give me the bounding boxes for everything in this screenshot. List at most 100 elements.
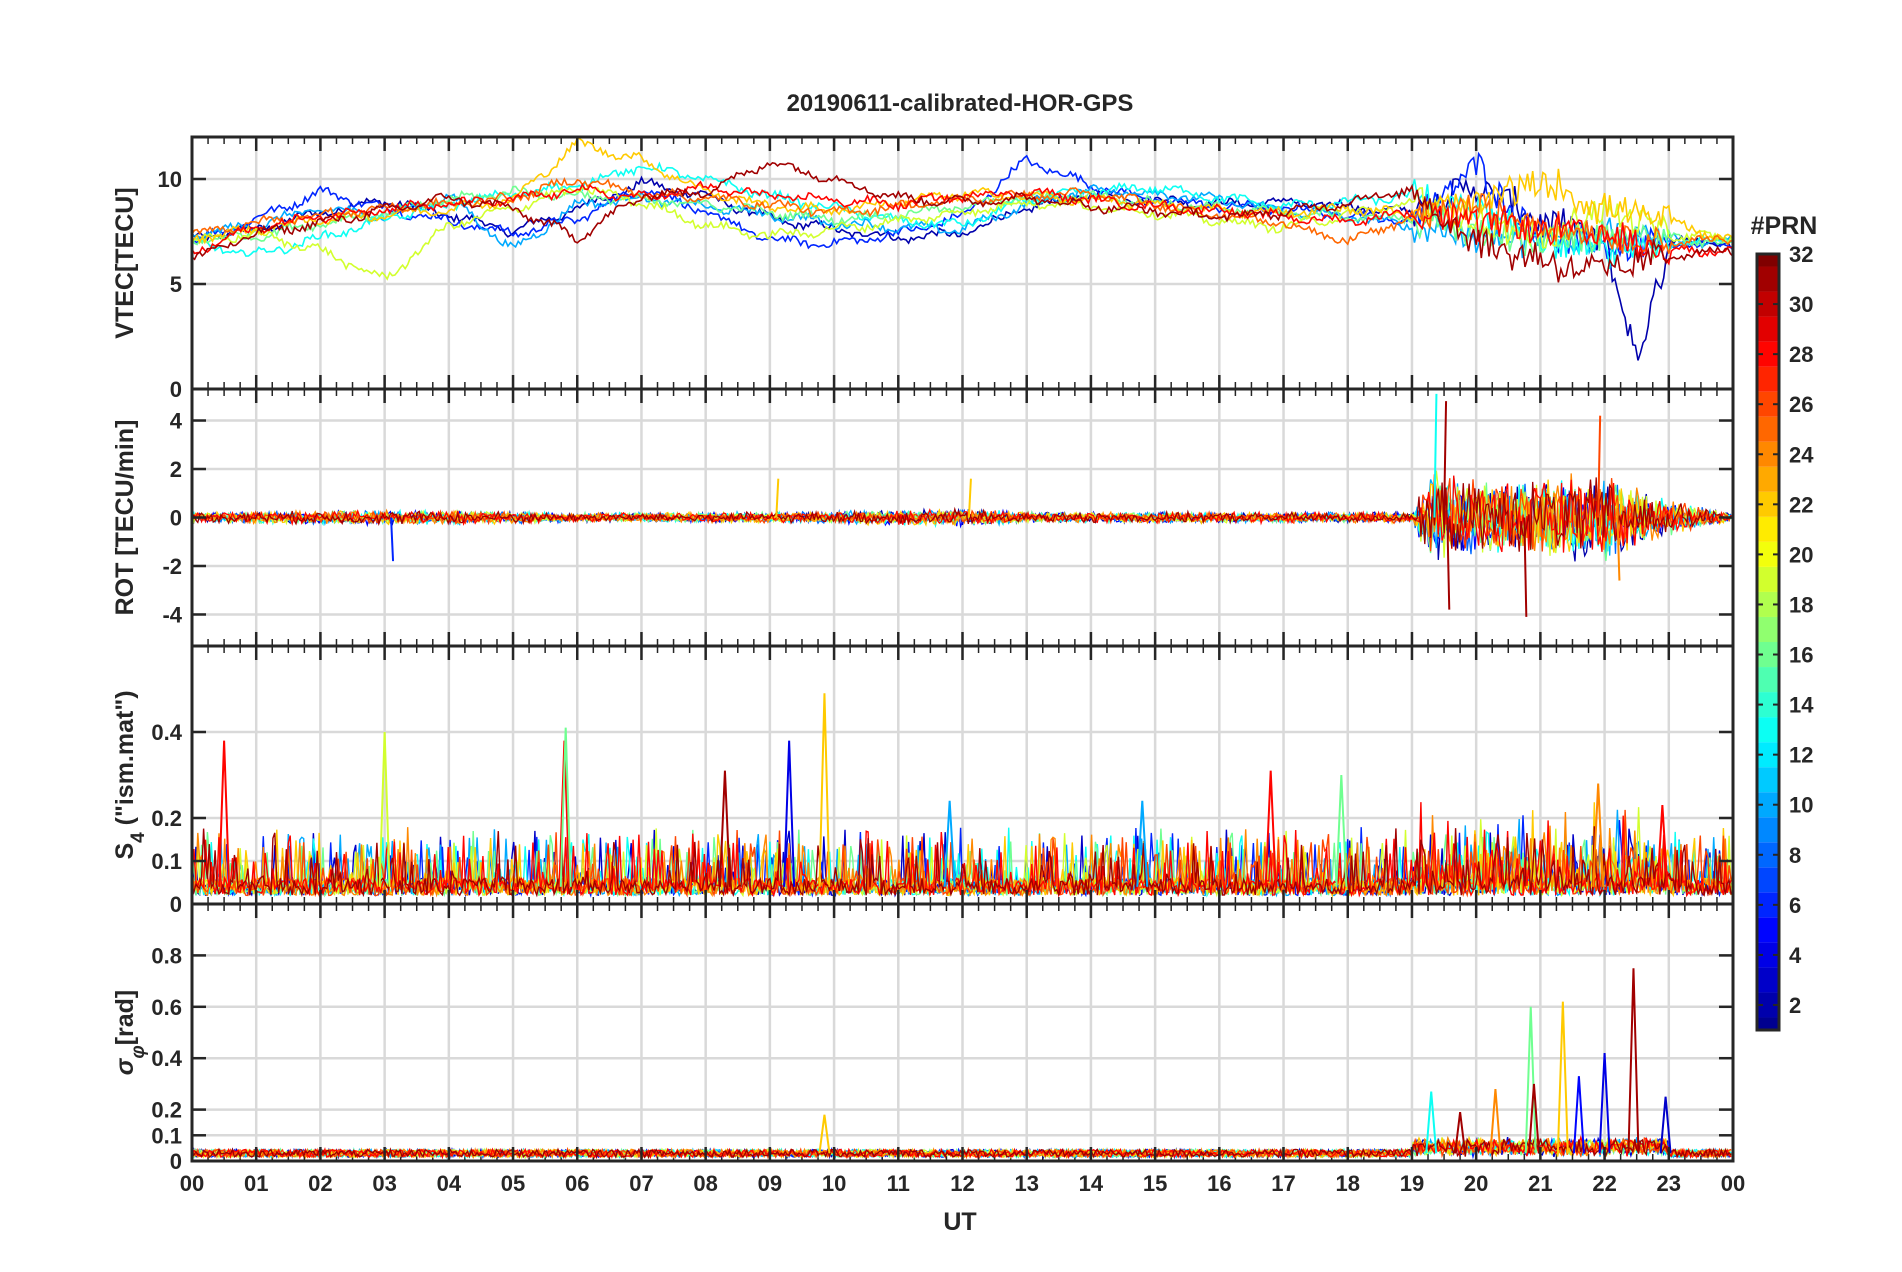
spike-prn-26 [1597,415,1602,518]
colorbar-segment [1757,792,1779,818]
spike-prn-31 [1443,401,1448,518]
series-prn-28 [192,180,1733,266]
colorbar-segment [1757,366,1779,392]
y-tick-label: -2 [162,554,182,579]
y-tick-label: 10 [158,167,182,192]
panel-s4: 0 0.1 0.2 0.4S4 ("ism.mat") [111,644,1735,917]
colorbar-segment [1757,316,1779,342]
x-tick-label: 21 [1528,1171,1552,1196]
panel-sigma_phi: 00.10.2 0.4 0.6 0.8σφ[rad] [111,902,1735,1174]
x-tick-label: 23 [1657,1171,1681,1196]
peak-prn-16 [1335,774,1348,887]
colorbar-segment [1757,917,1779,943]
y-tick-label: -4 [162,602,182,627]
colorbar-tick-label: 10 [1789,793,1813,818]
colorbar-segment [1757,767,1779,793]
colorbar-segment [1757,867,1779,893]
x-tick-label: 06 [565,1171,589,1196]
colorbar-tick-label: 32 [1789,242,1813,267]
peak-prn-5 [1572,1076,1585,1154]
y-tick-label: 0.4 [151,1046,182,1071]
spike-prn-6 [390,517,395,562]
x-tick-label: 00 [180,1171,204,1196]
colorbar-segment [1757,892,1779,918]
chart-title: 20190611-calibrated-HOR-GPS [787,90,1134,117]
x-tick-label: 03 [372,1171,396,1196]
colorbar-tick-label: 28 [1789,342,1813,367]
x-tick-label: 09 [758,1171,782,1196]
x-tick-label: 10 [822,1171,846,1196]
colorbar-segment [1757,516,1779,542]
panel-vtec-data [192,137,1733,361]
panel-rot: -4 -2 0 2 4 ROT [TECU/min] [111,387,1735,648]
spike-prn-13 [1433,393,1438,518]
panel-vtec: 0 5 10 VTEC[TECU] [111,135,1735,402]
colorbar-segment [1757,341,1779,367]
colorbar-segment [1757,1017,1779,1030]
y-tick-label: 2 [170,457,182,482]
colorbar-segment [1757,466,1779,492]
peak-prn-22 [818,1114,831,1154]
peak-prn-24 [1489,1088,1502,1154]
colorbar-tick-label: 14 [1789,693,1814,718]
colorbar-segment [1757,992,1779,1018]
x-tick-label: 13 [1014,1171,1038,1196]
colorbar-frame [1755,252,1781,1032]
x-tick-label: 08 [693,1171,717,1196]
y-tick-label: 0.6 [151,995,182,1020]
peak-prn-10 [1136,800,1149,887]
spike-prn-31 [1446,517,1451,610]
colorbar-segment [1757,391,1779,417]
x-axis-label: UT [943,1208,976,1236]
colorbar-tick-label: 2 [1789,993,1801,1018]
peak-prn-16 [1524,1006,1537,1154]
colorbar-tick-label: 6 [1789,893,1801,918]
colorbar-segment [1757,817,1779,843]
colorbar-segment [1757,616,1779,642]
x-tick-label: 01 [244,1171,268,1196]
colorbar-segment [1757,416,1779,442]
series-prn-31 [192,162,1733,283]
peak-prn-31 [1527,1083,1540,1154]
panel-s4-ylabel: S4 ("ism.mat") [111,690,149,859]
colorbar-tick-label: 26 [1789,392,1813,417]
x-tick-label: 18 [1336,1171,1360,1196]
y-tick-label: 0.1 [151,849,182,874]
peak-prn-24 [1592,783,1605,887]
peak-prn-28 [218,740,231,887]
x-tick-label: 14 [1079,1171,1104,1196]
y-tick-label: 0 [170,1149,182,1174]
colorbar-title: #PRN [1751,212,1818,240]
peak-prn-22 [818,693,831,887]
x-tick-labels: 00 01 02 03 04 05 06 07 08 09 10 11 12 13 14 15 16 17 18 19… [180,1171,1745,1196]
peak-prn-4 [1598,1053,1611,1154]
panel-rot-ylabel: ROT [TECU/min] [111,420,139,616]
colorbar-segment [1757,566,1779,592]
y-tick-label: 0.2 [151,1098,182,1123]
colorbar-tick-label: 30 [1789,292,1813,317]
colorbar-segment [1757,591,1779,617]
colorbar-segment [1757,717,1779,743]
x-tick-label: 16 [1207,1171,1231,1196]
colorbar-tick-label: 4 [1789,943,1802,968]
colorbar-segment [1757,942,1779,968]
colorbar-segment [1757,842,1779,868]
colorbar-tick-label: 24 [1789,442,1814,467]
peak-prn-13 [1425,1091,1438,1154]
spike-prn-22 [775,478,780,518]
peak-prn-19 [378,731,391,887]
peak-prn-3 [1659,1096,1672,1154]
x-tick-label: 05 [501,1171,525,1196]
colorbar-segment [1757,642,1779,668]
spike-prn-24 [1616,517,1621,581]
x-tick-label: 11 [887,1171,910,1196]
panel-rot-data [192,393,1732,617]
colorbar-tick-label: 8 [1789,843,1801,868]
y-tick-label: 0.8 [151,943,182,968]
colorbar-segment [1757,541,1779,567]
panel-sigma_phi-grid [190,904,1735,1163]
colorbar-tick-label: 18 [1789,592,1813,617]
colorbar-tick-label: 20 [1789,542,1813,567]
